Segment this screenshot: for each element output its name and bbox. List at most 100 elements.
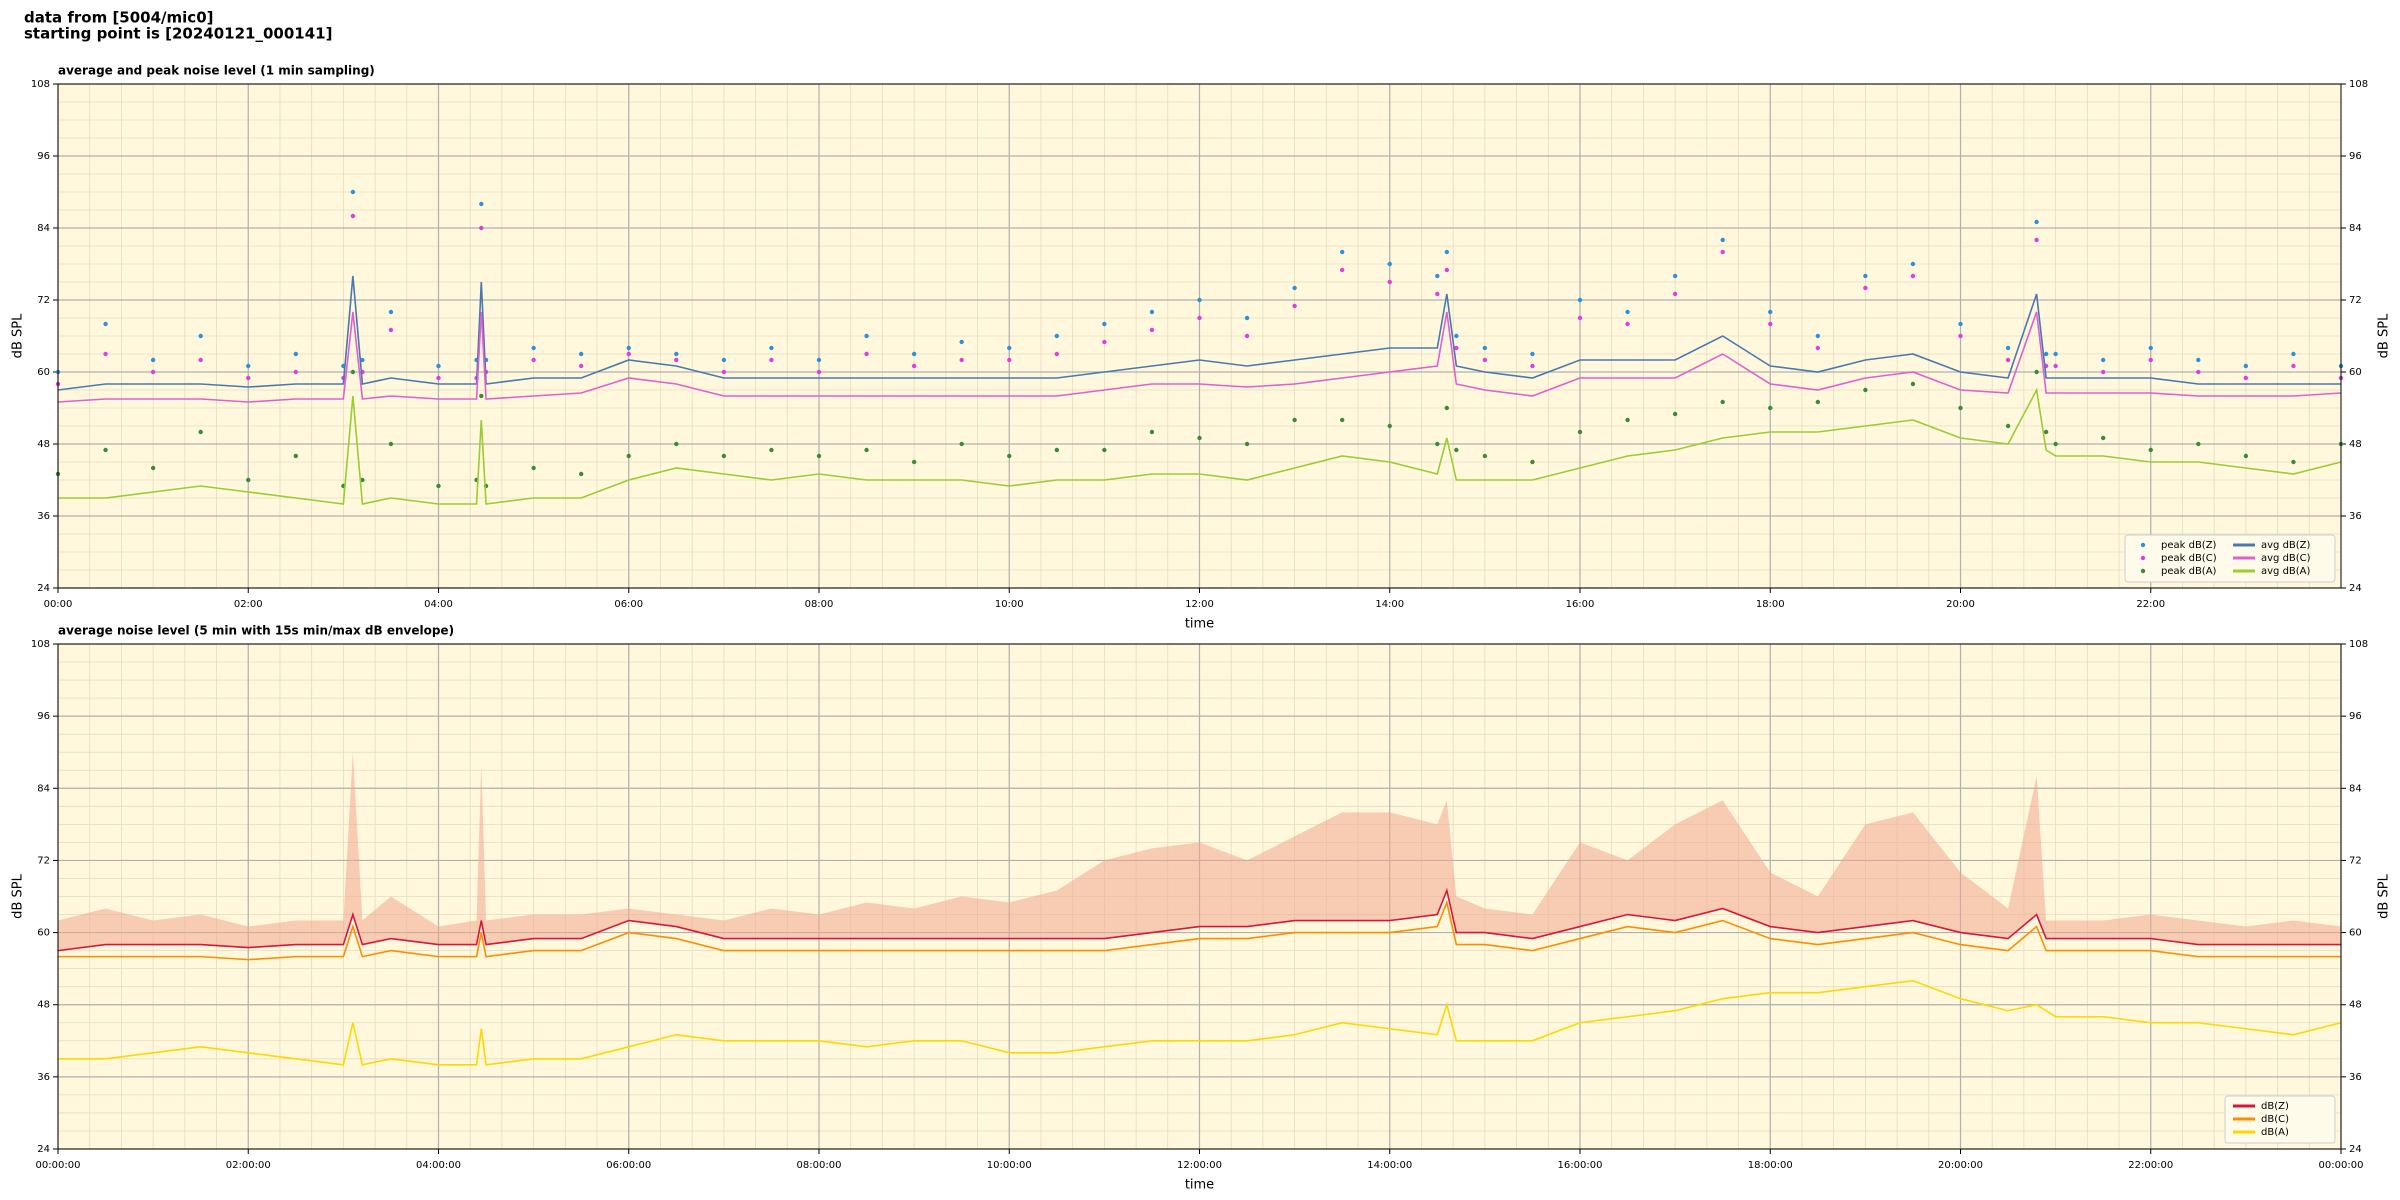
peak-point: [350, 369, 356, 375]
peak-point: [1007, 453, 1012, 459]
peak-point: [479, 201, 484, 207]
peak-point: [2100, 369, 2106, 375]
y-tick-label: 36: [37, 511, 50, 522]
legend-label: dB(C): [2261, 1114, 2289, 1125]
peak-point: [2034, 237, 2039, 243]
peak-point: [1577, 315, 1583, 321]
series-line: [57, 311, 2342, 403]
peak-point: [1482, 357, 1488, 363]
peak-point: [2291, 363, 2296, 369]
x-tick-label: 06:00:00: [606, 1160, 651, 1171]
peak-point: [388, 327, 394, 333]
x-tick-label: 22:00: [2136, 599, 2165, 610]
peak-point: [1815, 399, 1821, 405]
chart-title: average and peak noise level (1 min samp…: [58, 64, 375, 78]
peak-point: [1054, 351, 1060, 357]
peak-point: [1482, 345, 1488, 351]
peak-point: [864, 351, 869, 357]
legend-swatch: [2140, 542, 2146, 548]
header-line: data from [5004/mic0]: [24, 9, 214, 27]
y-tick-label: 60: [37, 928, 50, 939]
y-tick-label: 60: [37, 367, 50, 378]
legend-label: dB(A): [2261, 1127, 2289, 1138]
peak-point: [103, 447, 108, 453]
legend-swatch: [2140, 568, 2146, 574]
peak-point: [2148, 345, 2153, 351]
peak-point: [2053, 441, 2058, 447]
peak-point: [1102, 321, 1107, 327]
peak-point: [246, 477, 251, 483]
x-tick-label: 16:00:00: [1558, 1160, 1603, 1171]
chart-title: average noise level (5 min with 15s min/…: [58, 624, 454, 638]
peak-point: [2053, 351, 2058, 357]
x-tick-label: 12:00:00: [1177, 1160, 1222, 1171]
peak-point: [479, 393, 484, 399]
peak-point: [721, 369, 727, 375]
series-line: [58, 387, 2342, 505]
peak-point: [1815, 345, 1821, 351]
y2-axis-label: dB SPL: [2377, 313, 2392, 358]
legend-label: peak dB(C): [2161, 553, 2217, 564]
peak-point: [626, 345, 631, 351]
y2-tick-label: 36: [2349, 511, 2362, 522]
peak-point: [2148, 447, 2153, 453]
peak-point: [1454, 345, 1459, 351]
peak-point: [2005, 423, 2011, 429]
x-tick-label: 10:00:00: [987, 1160, 1032, 1171]
y-tick-label: 48: [37, 1000, 50, 1011]
peak-point: [2196, 441, 2201, 447]
peak-point: [198, 333, 203, 339]
peak-point: [150, 357, 156, 363]
series-line: [58, 899, 2341, 961]
x-tick-label: 16:00: [1566, 599, 1595, 610]
peak-point: [388, 441, 394, 447]
peak-point: [1444, 405, 1450, 411]
series-line: [57, 887, 2341, 952]
peak-point: [959, 357, 964, 363]
legend-label: peak dB(A): [2161, 566, 2217, 577]
peak-point: [1244, 333, 1250, 339]
peak-point: [674, 357, 679, 363]
y2-tick-label: 48: [2349, 439, 2362, 450]
y-tick-label: 108: [31, 639, 50, 650]
peak-point: [1720, 249, 1725, 255]
peak-point: [1435, 441, 1440, 447]
peak-point: [1007, 357, 1012, 363]
chart-panel: 24 24 36 36 48 48 60 60 72 72 84 84 96 96 108 108 00:00 0…: [11, 64, 2392, 632]
x-tick-label: 08:00: [805, 599, 834, 610]
legend-label: peak dB(Z): [2161, 540, 2217, 551]
peak-point: [626, 351, 631, 357]
peak-point: [578, 351, 584, 357]
y2-tick-label: 36: [2349, 1072, 2362, 1083]
peak-point: [1910, 381, 1916, 387]
peak-point: [293, 453, 299, 459]
peak-point: [1339, 249, 1345, 255]
peak-point: [1444, 267, 1450, 273]
peak-point: [2196, 357, 2201, 363]
peak-point: [578, 471, 584, 477]
peak-point: [1197, 315, 1202, 321]
x-tick-label: 10:00: [995, 599, 1024, 610]
peak-point: [1530, 363, 1535, 369]
peak-point: [150, 369, 156, 375]
y2-tick-label: 24: [2349, 1144, 2362, 1155]
peak-point: [769, 357, 774, 363]
peak-point: [2243, 453, 2249, 459]
legend-label: avg dB(C): [2261, 553, 2311, 564]
peak-point: [1672, 411, 1678, 417]
peak-point: [2043, 351, 2049, 357]
peak-point: [2196, 369, 2201, 375]
peak-point: [1292, 417, 1297, 423]
x-axis-label: time: [1185, 617, 1214, 632]
peak-point: [1444, 249, 1450, 255]
legend-label: dB(Z): [2261, 1101, 2289, 1112]
peak-point: [1244, 315, 1250, 321]
x-tick-label: 12:00: [1185, 599, 1214, 610]
peak-point: [1625, 417, 1630, 423]
peak-point: [293, 369, 299, 375]
peak-point: [1815, 333, 1821, 339]
peak-point: [1910, 273, 1916, 279]
legend-label: avg dB(A): [2261, 566, 2311, 577]
peak-point: [360, 477, 365, 483]
peak-point: [1387, 423, 1392, 429]
